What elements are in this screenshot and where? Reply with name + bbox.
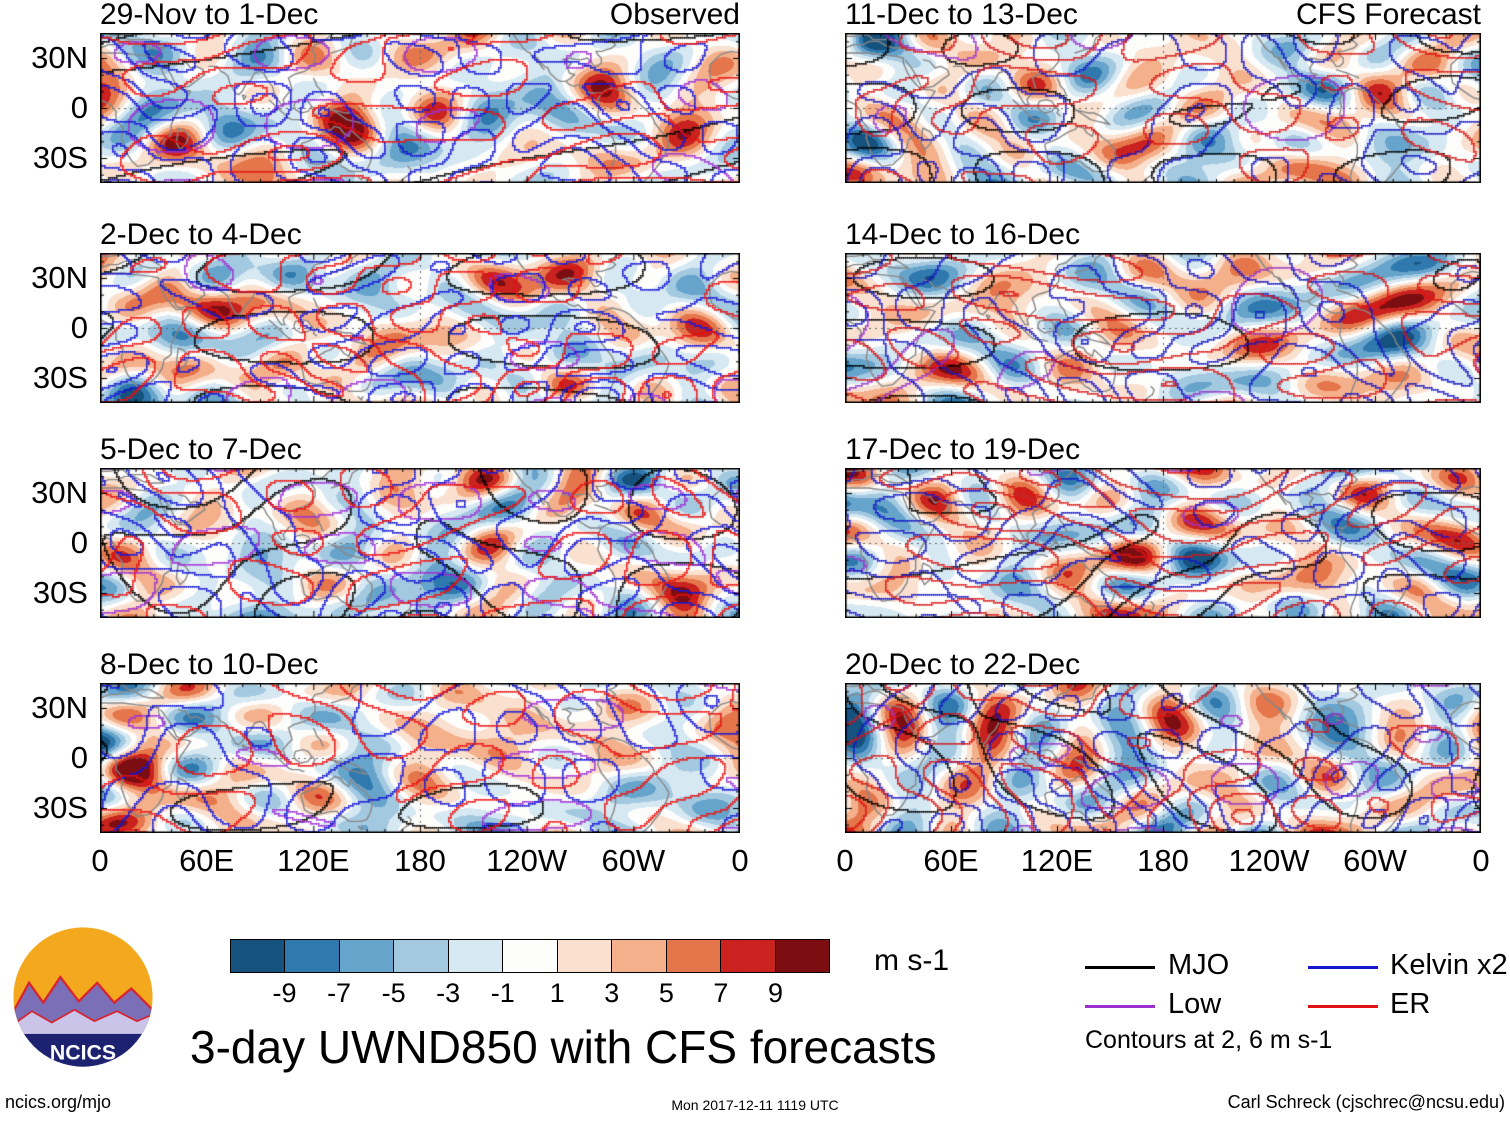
x-axis-label: 60E xyxy=(179,843,235,878)
x-axis-label: 0 xyxy=(91,843,109,878)
footer-url: ncics.org/mjo xyxy=(5,1092,112,1112)
legend-label: ER xyxy=(1390,988,1431,1020)
colorbar-cell xyxy=(775,940,829,972)
legend-label: Low xyxy=(1168,988,1222,1020)
y-axis-label: 0 xyxy=(70,90,88,125)
map-panel-5 xyxy=(845,253,1481,403)
ncics-logo: NCICS xyxy=(13,927,153,1067)
panel-title: 29-Nov to 1-Dec xyxy=(100,0,319,31)
legend-label: MJO xyxy=(1168,949,1230,981)
x-axis-label: 180 xyxy=(1137,843,1189,878)
y-axis-label: 30S xyxy=(32,360,88,395)
colorbar-tick-label: 3 xyxy=(604,978,620,1008)
colorbar-tick-label: 1 xyxy=(549,978,565,1008)
colorbar-cell xyxy=(612,940,667,972)
y-axis-label: 30N xyxy=(31,475,88,510)
panel-title: 14-Dec to 16-Dec xyxy=(845,218,1081,251)
x-axis-label: 0 xyxy=(836,843,854,878)
map-panel-2 xyxy=(100,468,740,618)
colorbar xyxy=(230,939,830,973)
panel-title: 20-Dec to 22-Dec xyxy=(845,648,1081,681)
colorbar-cell xyxy=(448,940,504,972)
y-axis-label: 30N xyxy=(31,40,88,75)
colorbar-cell xyxy=(231,940,286,972)
x-axis-label: 180 xyxy=(394,843,446,878)
y-axis-label: 0 xyxy=(70,525,88,560)
panel-header: 11-Dec to 13-Dec CFS Forecast xyxy=(845,0,1481,31)
colorbar-cell xyxy=(339,940,395,972)
y-axis-label: 30S xyxy=(32,790,88,825)
panel-header: 29-Nov to 1-Dec Observed xyxy=(100,0,740,31)
colorbar-cell xyxy=(503,940,558,972)
x-axis-label: 120E xyxy=(1020,843,1094,878)
panel-title: 11-Dec to 13-Dec xyxy=(845,0,1078,31)
panel-header: 20-Dec to 22-Dec xyxy=(845,648,1481,681)
x-axis-label: 0 xyxy=(1472,843,1490,878)
y-axis-label: 30S xyxy=(32,575,88,610)
footer-credit: Carl Schreck (cjschrec@ncsu.edu) xyxy=(1227,1092,1505,1112)
colorbar-tick-label: -5 xyxy=(381,978,406,1008)
panel-header: 14-Dec to 16-Dec xyxy=(845,218,1481,251)
panel-header: 2-Dec to 4-Dec xyxy=(100,218,740,251)
panel-header: 5-Dec to 7-Dec xyxy=(100,433,740,466)
panel-title: 8-Dec to 10-Dec xyxy=(100,648,319,681)
map-panel-4 xyxy=(845,33,1481,183)
footer-timestamp: Mon 2017-12-11 1119 UTC xyxy=(671,1097,839,1113)
panel-corner-label: Observed xyxy=(609,0,740,31)
logo-text: NCICS xyxy=(50,1040,116,1064)
contour-note: Contours at 2, 6 m s-1 xyxy=(1085,1026,1333,1054)
x-axis-label: 60W xyxy=(601,843,666,878)
x-axis-label: 120W xyxy=(486,843,568,878)
y-axis-label: 0 xyxy=(70,310,88,345)
legend-line-low xyxy=(1085,1005,1155,1008)
legend-line-mjo xyxy=(1085,966,1155,969)
colorbar-units: m s-1 xyxy=(874,944,949,977)
colorbar-tick-label: -7 xyxy=(327,978,352,1008)
x-axis-label: 0 xyxy=(731,843,749,878)
y-axis-label: 0 xyxy=(70,740,88,775)
map-panel-1 xyxy=(100,253,740,403)
panel-header: 17-Dec to 19-Dec xyxy=(845,433,1481,466)
colorbar-cell xyxy=(557,940,613,972)
panel-title: 5-Dec to 7-Dec xyxy=(100,433,302,466)
panel-title: 17-Dec to 19-Dec xyxy=(845,433,1081,466)
x-axis-label: 120W xyxy=(1228,843,1310,878)
panel-title: 2-Dec to 4-Dec xyxy=(100,218,302,251)
x-axis-label: 60W xyxy=(1343,843,1407,878)
y-axis-label: 30N xyxy=(31,260,88,295)
x-axis-label: 120E xyxy=(277,843,350,878)
colorbar-tick-label: 7 xyxy=(713,978,729,1008)
map-panel-7 xyxy=(845,683,1481,833)
colorbar-tick-label: 5 xyxy=(658,978,674,1008)
colorbar-tick-label: -9 xyxy=(272,978,297,1008)
colorbar-tick-label: 9 xyxy=(767,978,783,1008)
colorbar-tick-label: -3 xyxy=(436,978,461,1008)
y-axis-label: 30S xyxy=(32,140,88,175)
colorbar-cell xyxy=(285,940,340,972)
x-axis-label: 60E xyxy=(923,843,979,878)
colorbar-tick-label: -1 xyxy=(490,978,515,1008)
panel-corner-label: CFS Forecast xyxy=(1295,0,1481,31)
colorbar-cell xyxy=(721,940,776,972)
panel-header: 8-Dec to 10-Dec xyxy=(100,648,740,681)
y-axis-label: 30N xyxy=(31,690,88,725)
figure-title: 3-day UWND850 with CFS forecasts xyxy=(190,1021,937,1073)
legend-label: Kelvin x2 xyxy=(1390,949,1508,981)
legend-line-er xyxy=(1308,1005,1378,1008)
legend-line-kelvin-x2 xyxy=(1308,966,1378,969)
map-panel-0 xyxy=(100,33,740,183)
map-panel-6 xyxy=(845,468,1481,618)
map-panel-3 xyxy=(100,683,740,833)
colorbar-cell xyxy=(394,940,449,972)
colorbar-cell xyxy=(666,940,722,972)
